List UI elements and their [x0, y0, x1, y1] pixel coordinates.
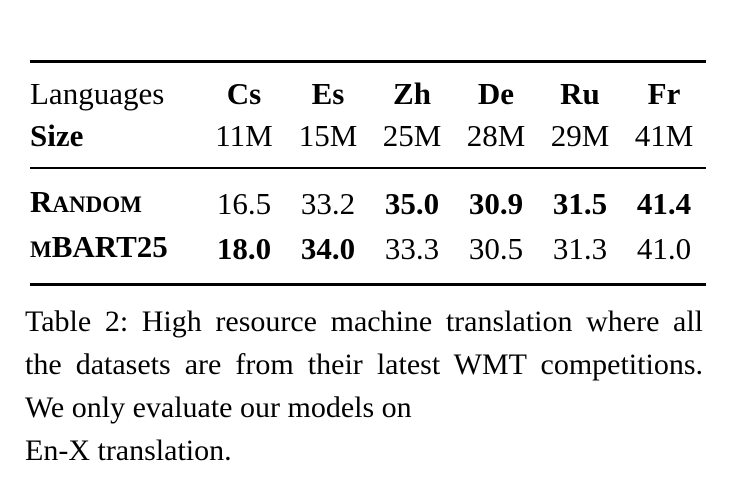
header-cell-cs: Cs — [226, 76, 262, 111]
mbart-cell-es: 34.0 — [300, 230, 356, 266]
random-row-label: RANDOM — [30, 184, 142, 219]
table-top-rule — [30, 60, 706, 63]
mbart-row: MBART25 18.0 34.0 33.3 30.5 31.3 41.0 — [30, 226, 706, 271]
random-cell-es: 33.2 — [300, 185, 356, 221]
table-body-section: RANDOM 16.5 33.2 35.0 30.9 31.5 41.4 MBA… — [30, 169, 706, 283]
mbart-cell-fr: 41.0 — [636, 230, 692, 266]
mbart-row-label: MBART25 — [30, 229, 168, 264]
size-row: Size 11M 15M 25M 28M 29M 41M — [30, 115, 706, 157]
size-cell-zh: 25M — [382, 118, 442, 153]
size-cell-ru: 29M — [550, 118, 610, 153]
random-cell-de: 30.9 — [468, 185, 524, 221]
mbart-cell-cs: 18.0 — [216, 230, 272, 266]
header-cell-zh: Zh — [393, 76, 431, 111]
size-cell-de: 28M — [466, 118, 526, 153]
header-cell-de: De — [477, 76, 515, 111]
header-row: Languages Cs Es Zh De Ru Fr — [30, 73, 706, 115]
results-table: Languages Cs Es Zh De Ru Fr Size 11M 15M… — [30, 60, 706, 286]
random-cell-fr: 41.4 — [636, 185, 692, 221]
random-row: RANDOM 16.5 33.2 35.0 30.9 31.5 41.4 — [30, 181, 706, 226]
header-row-label: Languages — [30, 76, 165, 111]
random-cell-zh: 35.0 — [384, 185, 440, 221]
random-cell-ru: 31.5 — [552, 185, 608, 221]
mbart-cell-ru: 31.3 — [552, 230, 608, 266]
size-row-label: Size — [30, 118, 84, 153]
size-cell-cs: 11M — [215, 118, 273, 153]
size-cell-fr: 41M — [634, 118, 694, 153]
header-cell-es: Es — [311, 76, 345, 111]
header-cell-fr: Fr — [647, 76, 681, 111]
table-header: Languages Cs Es Zh De Ru Fr Size 11M 15M… — [30, 73, 706, 157]
table-header-section: Languages Cs Es Zh De Ru Fr Size 11M 15M… — [30, 63, 706, 167]
random-cell-cs: 16.5 — [216, 185, 272, 221]
mbart-cell-zh: 33.3 — [384, 230, 440, 266]
table-body: RANDOM 16.5 33.2 35.0 30.9 31.5 41.4 MBA… — [30, 181, 706, 271]
mbart-cell-de: 30.5 — [468, 230, 524, 266]
size-cell-es: 15M — [298, 118, 358, 153]
caption-last-line: En-X translation. — [25, 434, 232, 467]
header-cell-ru: Ru — [560, 76, 600, 111]
table-mid-rule — [30, 167, 706, 169]
table-bottom-rule — [30, 283, 706, 286]
table-caption: Table 2: High resource machine translati… — [25, 300, 703, 472]
caption-text: Table 2: High resource machine translati… — [25, 305, 703, 424]
